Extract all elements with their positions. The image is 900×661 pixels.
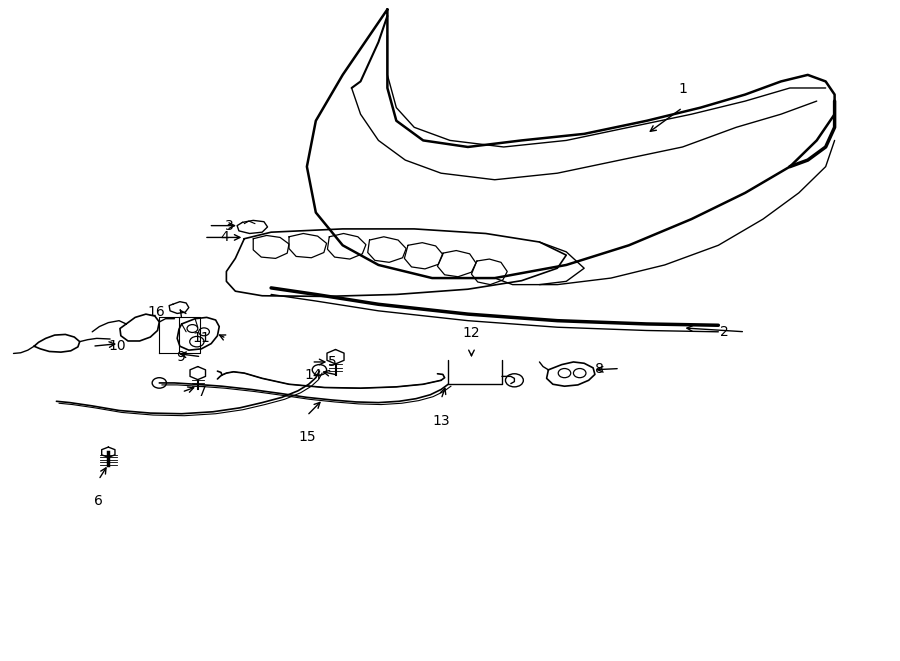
Text: 5: 5: [328, 355, 337, 369]
Text: 9: 9: [176, 350, 185, 364]
Text: 4: 4: [220, 231, 229, 245]
Text: 12: 12: [463, 326, 481, 340]
Text: 15: 15: [298, 430, 316, 444]
Text: 1: 1: [678, 82, 687, 96]
Text: 7: 7: [198, 385, 206, 399]
Text: 3: 3: [225, 219, 233, 233]
Text: 16: 16: [148, 305, 166, 319]
Text: 8: 8: [595, 362, 604, 375]
Text: 2: 2: [720, 325, 729, 339]
Text: 11: 11: [193, 331, 211, 345]
Text: 10: 10: [108, 339, 126, 353]
Text: 6: 6: [94, 494, 103, 508]
Text: 14: 14: [304, 368, 322, 382]
Text: 13: 13: [432, 414, 450, 428]
